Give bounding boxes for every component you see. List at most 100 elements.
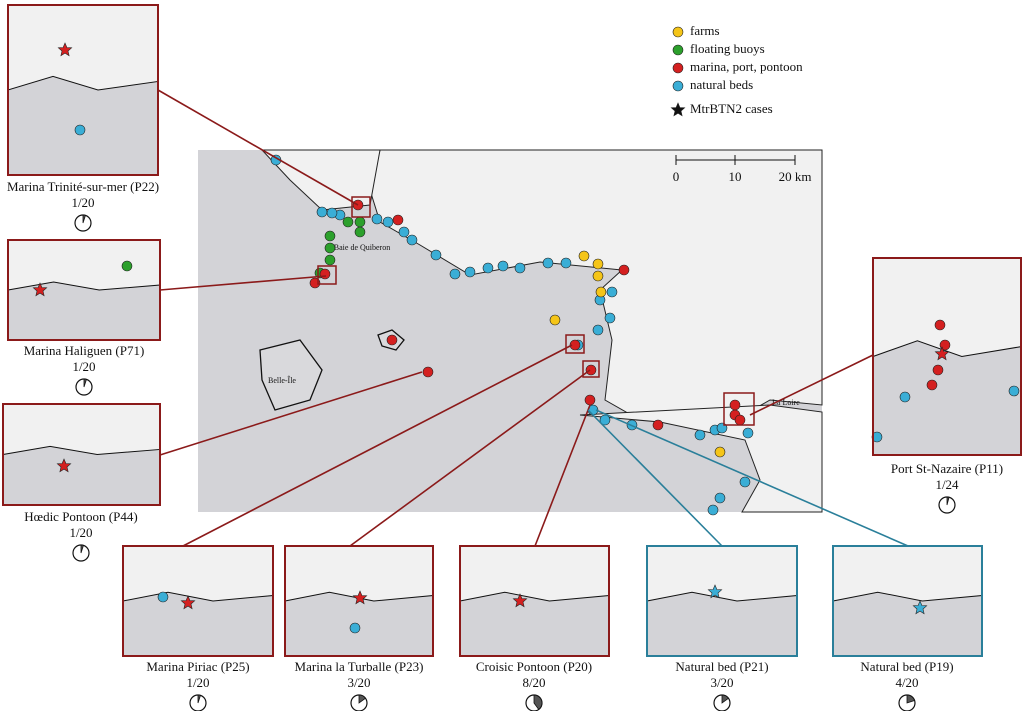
case-star [912,600,928,615]
leader-line [534,404,591,547]
site-dot [932,364,944,376]
site-dot [349,622,361,634]
inset-label: Natural bed (P21) [675,659,768,674]
scale-label: 0 [673,169,680,184]
site-dot [430,249,442,261]
location-box [565,334,585,354]
inset-land [7,239,161,291]
case-star [180,595,196,610]
site-dot [342,216,354,228]
prevalence-wedge [906,694,916,704]
site-dot [899,391,911,403]
site-dot [742,427,754,439]
site-dot [406,234,418,246]
site-dot [707,504,719,516]
site-dot [549,314,561,326]
site-dot [319,268,331,280]
site-dot [324,242,336,254]
site-dot [569,339,581,351]
inset-ratio: 3/20 [347,675,370,690]
inset-ratio: 4/20 [895,675,918,690]
site-dot [739,476,751,488]
legend-label: marina, port, pontoon [690,59,803,74]
legend-dot [672,80,684,92]
site-dot [714,492,726,504]
location-box [351,196,371,218]
case-star [707,584,723,599]
prevalence-wedge [82,214,86,224]
prevalence-wedge [83,378,87,388]
scale-label: 20 km [779,169,812,184]
case-star [57,42,73,57]
site-dot [316,206,328,218]
place-label: La Loire [772,398,800,407]
inset-frame [646,545,798,657]
inset-frame [872,257,1022,456]
inset-label: Hœdic Pontoon (P44) [24,509,137,524]
prevalence-wedge [197,694,201,704]
leader-line [595,409,909,547]
site-dot [324,230,336,242]
site-dot [652,419,664,431]
site-dot [482,262,494,274]
site-dot [392,214,404,226]
site-dot [386,334,398,346]
legend-label: floating buoys [690,41,765,56]
site-dot [578,250,590,262]
site-dot [74,124,86,136]
inset-label: Natural bed (P19) [860,659,953,674]
inset-label: Marina la Turballe (P23) [295,659,424,674]
site-dot [560,257,572,269]
land [260,149,381,211]
case-star [32,282,48,297]
legend-dot [672,44,684,56]
site-dot [121,260,133,272]
inset-ratio: 1/20 [69,525,92,540]
site-dot [354,226,366,238]
inset-label: Marina Haliguen (P71) [24,343,145,358]
site-dot [595,286,607,298]
leader-line [159,275,327,291]
site-dot [371,213,383,225]
inset-label: Marina Trinité-sur-mer (P22) [7,179,159,194]
legend-dot [672,26,684,38]
site-dot [694,429,706,441]
leader-line [587,409,723,547]
site-dot [592,324,604,336]
site-dot [354,216,366,228]
prevalence-wedge [80,544,84,554]
site-dot [734,414,746,426]
site-dot [606,286,618,298]
site-dot [592,258,604,270]
site-dot [1008,385,1020,397]
inset-ratio: 1/20 [72,359,95,374]
site-dot [729,399,741,411]
site-dot [592,270,604,282]
place-label: Belle-Île [268,375,296,385]
location-box [582,360,600,378]
inset-ratio: 8/20 [522,675,545,690]
legend-dot [672,62,684,74]
prevalence-wedge [358,694,367,704]
inset-frame [832,545,983,657]
scale-label: 10 [729,169,742,184]
inset-frame [7,239,161,341]
inset-frame [284,545,434,657]
inset-label: Port St-Nazaire (P11) [891,461,1003,476]
leader-line [349,369,591,547]
main-map: 0 10 20 km Baie de Quiberon Belle-Île La… [198,149,823,516]
site-dot [398,226,410,238]
leader-line [157,89,359,206]
inset-ratio: 1/24 [935,477,959,492]
island [259,339,323,411]
site-dot [382,216,394,228]
site-dot [157,591,169,603]
inset-land [459,545,610,602]
inset-land [832,545,983,602]
prevalence-wedge [721,694,730,704]
inset-frame [459,545,610,657]
leader-line [159,371,423,456]
inset-land [2,403,161,456]
case-star [56,458,72,473]
location-box [317,265,337,285]
